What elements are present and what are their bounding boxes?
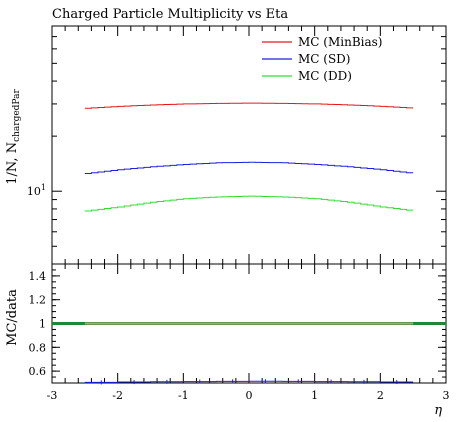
x-tick-label: -2 bbox=[112, 389, 123, 402]
ratio-y-axis-label: MC/data bbox=[5, 289, 20, 346]
legend-label: MC (SD) bbox=[298, 52, 351, 66]
y-tick-label: 101 bbox=[27, 183, 46, 198]
main-plot-panel: 101 1/N, NchargedPar MC (MinBias) MC (SD) MC… bbox=[5, 25, 447, 274]
x-tick-label: -3 bbox=[47, 389, 58, 402]
series-line-mc-sd bbox=[84, 161, 414, 174]
legend-label: MC (DD) bbox=[298, 69, 352, 83]
x-tick-label: 1 bbox=[311, 389, 318, 402]
ratio-plot-panel: -3 -2 -1 0 1 2 3 0.6 0.8 1 1.2 1.4 MC/data η bbox=[5, 263, 450, 418]
y-tick-label: 1 bbox=[39, 318, 46, 331]
y-tick-label: 0.8 bbox=[29, 341, 47, 354]
y-tick-label: 1.4 bbox=[29, 270, 47, 283]
series-line-mc-dd bbox=[84, 195, 414, 212]
y-tick-label: 1.2 bbox=[29, 294, 47, 307]
x-tick-label: -1 bbox=[178, 389, 189, 402]
legend-label: MC (MinBias) bbox=[298, 35, 382, 49]
chart-title: Charged Particle Multiplicity vs Eta bbox=[52, 7, 288, 22]
y-tick-label: 0.6 bbox=[29, 365, 47, 378]
ratio-series-line bbox=[84, 380, 414, 383]
series-line-mc-minbias bbox=[84, 102, 414, 109]
y-axis-label: 1/N, NchargedPar bbox=[5, 89, 22, 185]
x-axis-label: η bbox=[434, 403, 442, 418]
x-tick-label: 0 bbox=[246, 389, 253, 402]
x-tick-label: 3 bbox=[443, 389, 450, 402]
x-tick-label: 2 bbox=[377, 389, 384, 402]
main-plot-frame bbox=[51, 25, 447, 265]
